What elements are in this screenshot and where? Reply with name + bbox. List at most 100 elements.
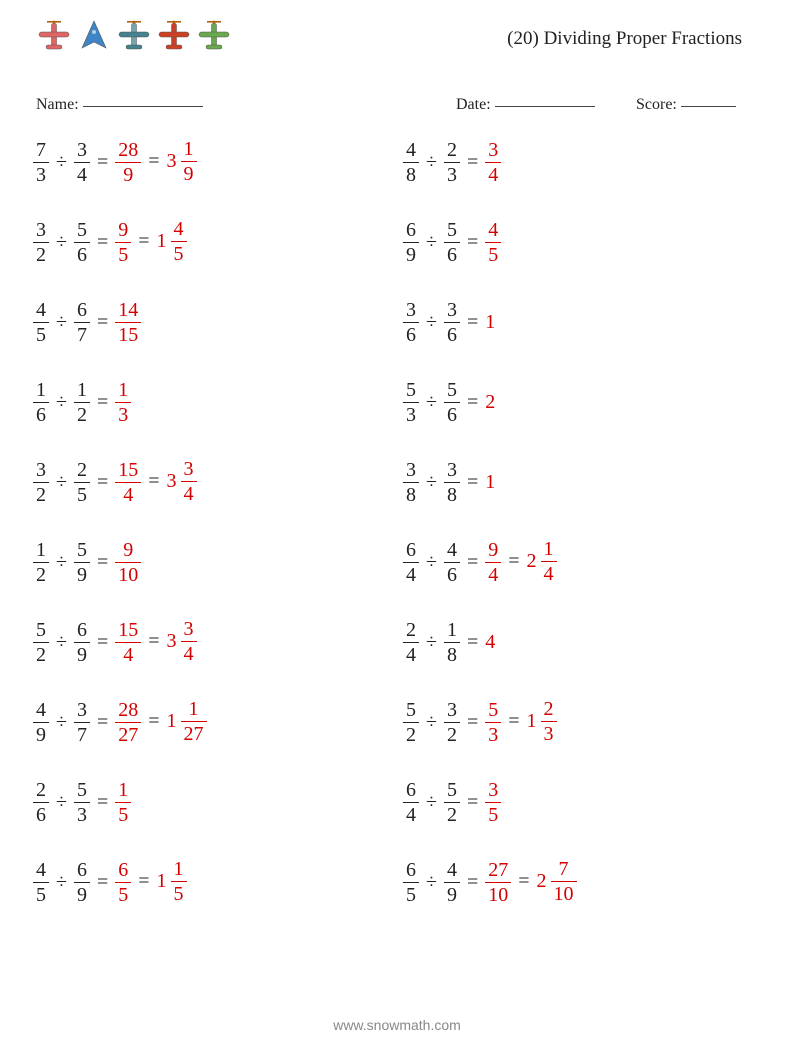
answer: 910 (112, 539, 144, 586)
equals-sign: = (467, 631, 478, 654)
equals-sign: = (138, 870, 149, 892)
footer-link[interactable]: www.snowmath.com (0, 1017, 794, 1033)
fraction: 48 (403, 139, 419, 186)
problem-row: 69÷56=45 (400, 202, 770, 282)
fraction: 53 (403, 379, 419, 426)
equals-sign: = (97, 631, 108, 654)
fraction: 15 (115, 779, 131, 826)
divide-sign: ÷ (426, 231, 437, 254)
fraction: 15 (171, 858, 187, 905)
mixed-number: 319 (167, 138, 200, 185)
divide-sign: ÷ (56, 151, 67, 174)
answer: 1 (482, 471, 498, 494)
fraction: 36 (403, 299, 419, 346)
score-line[interactable] (681, 106, 736, 107)
fraction: 23 (444, 139, 460, 186)
fraction: 45 (33, 299, 49, 346)
problem-row: 73÷34=289=319 (30, 122, 400, 202)
fraction: 710 (551, 858, 577, 905)
equals-sign: = (467, 791, 478, 814)
equals-sign: = (97, 471, 108, 494)
equals-sign: = (97, 391, 108, 414)
fraction: 35 (485, 779, 501, 826)
fraction: 94 (485, 539, 501, 586)
equals-sign: = (97, 311, 108, 334)
equals-sign: = (467, 311, 478, 334)
divide-sign: ÷ (426, 151, 437, 174)
divide-sign: ÷ (56, 631, 67, 654)
fraction: 32 (33, 219, 49, 266)
divide-sign: ÷ (56, 551, 67, 574)
fraction: 56 (74, 219, 90, 266)
equals-sign: = (467, 871, 478, 894)
fraction: 18 (444, 619, 460, 666)
problem-row: 32÷56=95=145 (30, 202, 400, 282)
fraction: 38 (403, 459, 419, 506)
name-line[interactable] (83, 106, 203, 107)
equals-sign: = (138, 230, 149, 252)
fraction: 37 (74, 699, 90, 746)
fraction: 95 (115, 219, 131, 266)
divide-sign: ÷ (56, 231, 67, 254)
fraction: 53 (485, 699, 501, 746)
answer: 154=334 (112, 458, 202, 506)
fraction: 23 (541, 698, 557, 745)
fraction: 13 (115, 379, 131, 426)
fraction: 52 (33, 619, 49, 666)
problem-row: 48 ÷ 23 = 34 (400, 122, 770, 202)
fraction: 59 (74, 539, 90, 586)
date-label: Date: (456, 96, 491, 113)
problem-row: 12÷59=910 (30, 522, 400, 602)
problem-row: 45÷67=1415 (30, 282, 400, 362)
fraction: 289 (115, 139, 141, 186)
equals-sign: = (148, 150, 159, 172)
divide-sign: ÷ (426, 311, 437, 334)
equals-sign: = (467, 471, 478, 494)
problem-row: 38÷38=1 (400, 442, 770, 522)
fraction: 154 (115, 619, 141, 666)
fraction: 2710 (485, 859, 511, 906)
plane-red-biplane-icon (36, 18, 72, 54)
fraction: 25 (74, 459, 90, 506)
fraction: 36 (444, 299, 460, 346)
plane-green-icon (196, 18, 232, 54)
score-field: Score: (636, 96, 736, 114)
fraction: 34 (181, 618, 197, 665)
fraction: 45 (33, 859, 49, 906)
fraction: 65 (403, 859, 419, 906)
fraction: 32 (33, 459, 49, 506)
fraction: 34 (485, 139, 501, 186)
divide-sign: ÷ (56, 871, 67, 894)
divide-sign: ÷ (56, 711, 67, 734)
divide-sign: ÷ (426, 391, 437, 414)
answer: 13 (112, 379, 134, 426)
answer: 35 (482, 779, 504, 826)
divide-sign: ÷ (56, 471, 67, 494)
divide-sign: ÷ (426, 631, 437, 654)
equals-sign: = (467, 711, 478, 734)
equals-sign: = (467, 231, 478, 254)
date-line[interactable] (495, 106, 595, 107)
problem-row: 65÷49=2710=2710 (400, 842, 770, 922)
answer: 2 (482, 391, 498, 414)
fraction: 45 (171, 218, 187, 265)
divide-sign: ÷ (426, 871, 437, 894)
plane-blue-jet-icon (76, 18, 112, 54)
fraction: 38 (444, 459, 460, 506)
fraction: 1415 (115, 299, 141, 346)
mixed-number: 1127 (167, 698, 210, 745)
divide-sign: ÷ (426, 791, 437, 814)
page-title: (20) Dividing Proper Fractions (507, 28, 758, 50)
problem-row: 24÷18=4 (400, 602, 770, 682)
equals-sign: = (518, 870, 529, 892)
problem-row: 36÷36=1 (400, 282, 770, 362)
problem-row: 49÷37=2827=1127 (30, 682, 400, 762)
equals-sign: = (467, 391, 478, 414)
fraction: 32 (444, 699, 460, 746)
fraction: 73 (33, 139, 49, 186)
fraction: 64 (403, 539, 419, 586)
equals-sign: = (508, 710, 519, 732)
fraction: 49 (33, 699, 49, 746)
mixed-number: 2710 (537, 858, 580, 905)
equals-sign: = (467, 151, 478, 174)
